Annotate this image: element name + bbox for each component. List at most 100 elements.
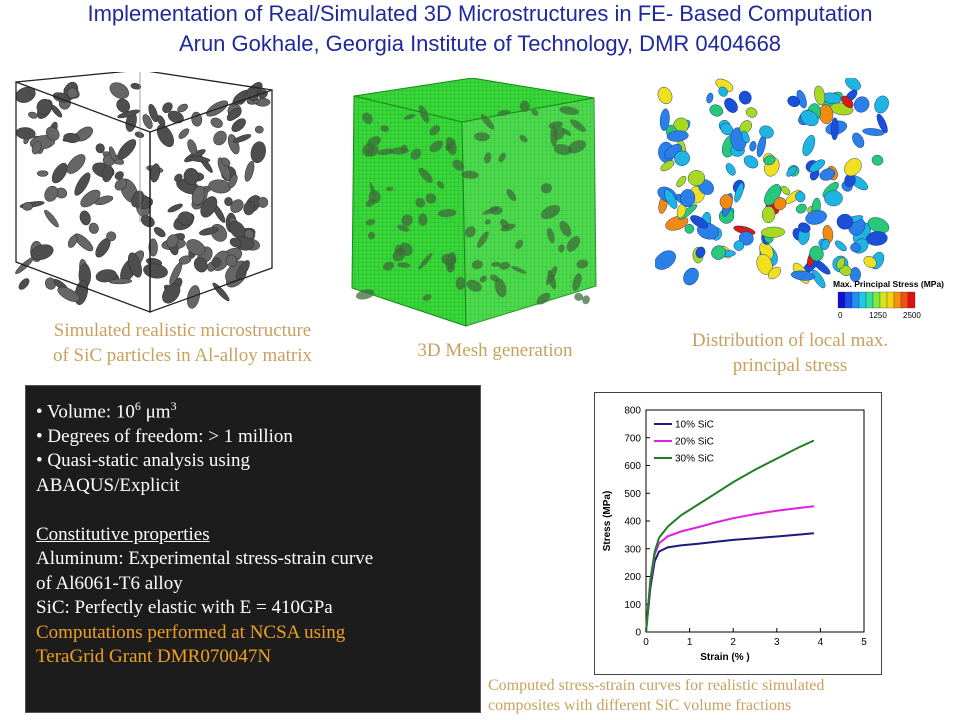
- microstructure-image: [15, 72, 273, 313]
- colorbar-tick-1250: 1250: [869, 311, 887, 320]
- colorbar-cell: [886, 291, 895, 309]
- particle: [193, 257, 208, 273]
- particle: [229, 237, 242, 248]
- colorbar-tick-0: 0: [838, 311, 843, 320]
- mesh-particle: [480, 114, 495, 130]
- y-tick-label: 100: [624, 600, 641, 611]
- mesh-particle: [418, 105, 430, 123]
- particle: [200, 196, 218, 218]
- chart-caption-line2: composites with different SiC volume fra…: [488, 697, 792, 714]
- mesh-particle: [576, 259, 589, 269]
- particle: [108, 146, 117, 162]
- particle: [114, 171, 124, 180]
- particle: [217, 157, 231, 181]
- mesh-particle: [461, 170, 479, 179]
- mesh-particle: [484, 219, 491, 225]
- mesh-particle: [479, 275, 488, 283]
- stress-particle: [795, 191, 806, 203]
- legend-label-1: 10% SiC: [675, 420, 714, 431]
- stress-particle: [664, 189, 678, 209]
- particle: [156, 115, 166, 127]
- particle: [244, 160, 255, 182]
- series-line-3: [645, 439, 815, 633]
- stress-particle: [836, 213, 854, 230]
- mesh-particle: [365, 219, 376, 226]
- stress-particle: [759, 125, 774, 139]
- stress-particle: [773, 197, 787, 211]
- mesh-particle: [561, 128, 572, 136]
- stress-particle: [790, 270, 815, 281]
- stress-particle: [796, 203, 807, 214]
- spacer: [36, 498, 470, 523]
- page-subtitle: Arun Gokhale, Georgia Institute of Techn…: [178, 31, 782, 56]
- stress-particle: [659, 108, 670, 131]
- mesh-particle: [447, 263, 456, 273]
- stress-particle: [738, 90, 752, 105]
- mesh-particle: [415, 198, 426, 208]
- stress-particle: [761, 226, 785, 238]
- mesh-particle: [558, 244, 565, 253]
- particle: [79, 210, 91, 226]
- particle: [134, 131, 145, 138]
- particle: [51, 162, 68, 184]
- stress-particle: [720, 123, 733, 136]
- stress-particle: [666, 130, 689, 142]
- y-axis-label: Stress (MPa): [602, 491, 613, 552]
- mesh-particle: [429, 125, 441, 136]
- particle: [210, 117, 223, 128]
- mesh-particle: [553, 143, 572, 156]
- mesh-particle: [397, 224, 410, 232]
- particle: [167, 203, 183, 213]
- y-tick-label: 700: [624, 433, 641, 444]
- page-title: Implementation of Real/Simulated 3D Micr…: [87, 1, 873, 26]
- aluminum-line-2: of Al6061-T6 alloy: [36, 572, 183, 594]
- mesh-particle: [369, 182, 376, 198]
- particle: [44, 209, 59, 228]
- particle: [15, 127, 36, 140]
- simulation-info-box: • Volume: 106 μm3 • Degrees of freedom: …: [25, 385, 481, 713]
- mesh-particle: [382, 261, 394, 271]
- particle: [36, 98, 52, 115]
- stress-particle: [687, 170, 705, 187]
- stress-particles: [655, 78, 890, 289]
- ncsa-line-1: Computations performed at NCSA using: [36, 621, 346, 643]
- chart-caption: Computed stress-strain curves for realis…: [488, 676, 958, 716]
- stress-particle: [718, 86, 728, 97]
- colorbar-cell: [872, 291, 881, 309]
- stress-particle: [739, 120, 752, 134]
- particle: [227, 134, 240, 155]
- stress-particle: [814, 85, 826, 106]
- mesh-particle: [570, 119, 586, 132]
- stress-distribution-image: Max. Principal Stress (MPa) 0 1250 2500: [655, 78, 944, 320]
- particle: [95, 143, 105, 154]
- mesh-particle: [566, 236, 581, 252]
- mesh-particle: [455, 276, 466, 290]
- particle: [162, 283, 181, 304]
- mesh-particle: [356, 289, 375, 300]
- particle: [191, 185, 206, 206]
- mesh-particle: [452, 159, 465, 171]
- stress-particle: [657, 86, 673, 105]
- particle: [109, 82, 130, 99]
- colorbar-cell: [907, 291, 916, 309]
- mesh-particle: [519, 100, 530, 112]
- stress-particle: [805, 210, 827, 225]
- mesh-particle: [494, 278, 507, 298]
- particle: [243, 201, 256, 216]
- particle: [143, 263, 168, 279]
- quasi-line-1: • Quasi-static analysis using: [36, 450, 251, 472]
- colorbar-cell: [879, 291, 888, 309]
- stress-particle: [763, 155, 776, 166]
- aluminum-line-1: Aluminum: Experimental stress-strain cur…: [36, 548, 374, 570]
- mesh-particle: [540, 183, 552, 194]
- stress-particle: [665, 215, 689, 231]
- legend-label-2: 20% SiC: [675, 437, 714, 448]
- particle: [226, 108, 241, 121]
- stress-particle: [683, 267, 699, 286]
- stress-particle: [811, 269, 826, 289]
- particle: [74, 172, 91, 196]
- stress-particle: [655, 250, 676, 270]
- stress-particle: [850, 242, 861, 253]
- particle: [177, 211, 194, 226]
- mesh-particle: [552, 127, 566, 140]
